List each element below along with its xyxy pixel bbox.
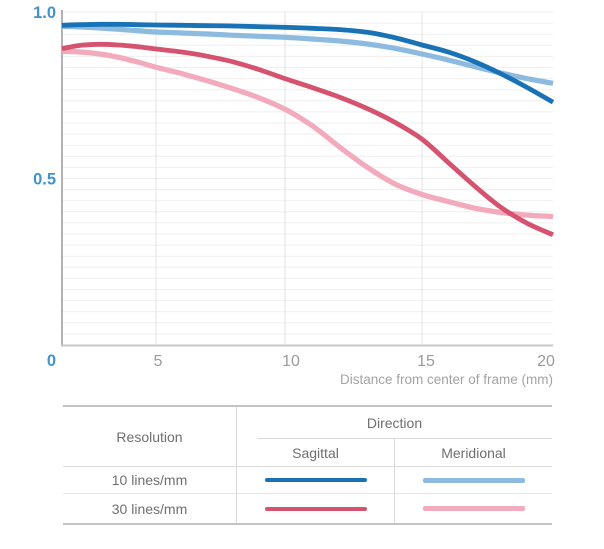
legend-meridional-header: Meridional	[394, 439, 552, 467]
mtf-chart-plot: 1.0 0.5 0 5 10 15 20 Distance from center of fr…	[33, 4, 555, 387]
curve-10lines-sagittal	[61, 21, 555, 105]
legend-swatch-cell	[237, 467, 394, 494]
curve-30lines-sagittal	[61, 41, 554, 237]
curve-10lines-meridional	[61, 23, 554, 86]
legend-sagittal-header: Sagittal	[237, 439, 394, 467]
legend-swatch-cell	[237, 494, 394, 523]
curve-30lines-meridional	[61, 48, 554, 220]
x-tick-label: 15	[417, 353, 435, 370]
legend-swatch-cell	[394, 494, 552, 523]
x-tick-label: 10	[282, 353, 300, 370]
legend-direction-header: Direction	[237, 407, 552, 439]
swatch-30lines-meridional	[422, 506, 525, 511]
direction-underline	[257, 438, 552, 439]
swatch-10lines-sagittal	[264, 478, 367, 482]
legend-resolution-header: Resolution	[63, 407, 237, 467]
legend-swatch-cell	[394, 467, 552, 494]
swatch-30lines-sagittal	[264, 506, 367, 511]
legend-row-label-30lines: 30 lines/mm	[63, 494, 237, 523]
x-tick-label: 5	[154, 353, 163, 370]
swatch-10lines-meridional	[422, 477, 525, 483]
y-tick-label: 1.0	[33, 4, 56, 22]
legend-table: Resolution Direction Sagittal Meridional…	[63, 405, 552, 525]
x-tick-label: 20	[537, 353, 555, 370]
x-axis-title: Distance from center of frame (mm)	[340, 372, 553, 387]
y-tick-label: 0.5	[33, 171, 56, 189]
legend-row-label-10lines: 10 lines/mm	[63, 467, 237, 494]
y-tick-label: 0	[47, 352, 56, 370]
legend-direction-label: Direction	[366, 415, 423, 431]
